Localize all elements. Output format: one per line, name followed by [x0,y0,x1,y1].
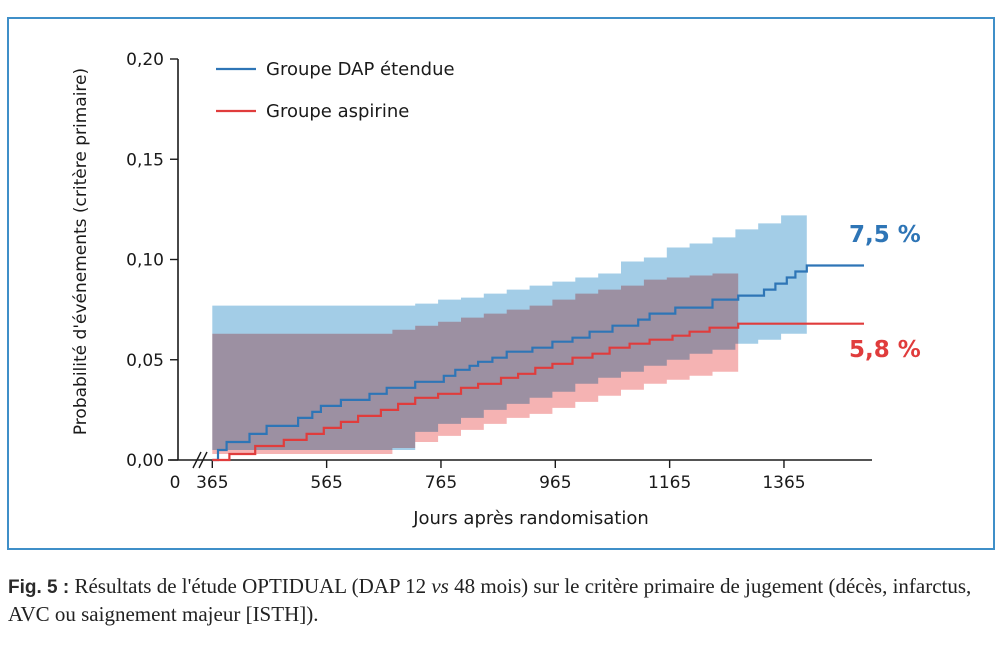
line-dap-etendue [212,264,864,462]
km-chart: 0,00 0,05 0,10 0,15 0,20 0 365 565 765 965 1165 136… [71,50,921,529]
figure-frame: 0,00 0,05 0,10 0,15 0,20 0 365 565 765 965 1165 136… [7,17,995,550]
x-tick-label: 565 [310,473,342,493]
caption-number: 5 : [47,577,70,598]
x-tick-label: 1165 [648,473,691,493]
legend-label: Groupe DAP étendue [266,59,455,80]
legend-label: Groupe aspirine [266,101,409,122]
caption-italic: vs [431,574,449,598]
x-tick-label: 365 [196,473,228,493]
x-axis-title: Jours après randomisation [412,508,649,529]
line-aspirine [212,322,864,462]
band-aspirine [212,273,739,454]
end-label-dap-etendue: 7,5 % [849,222,921,248]
caption-label: Fig. [8,577,42,598]
y-tick-label: 0,20 [126,50,164,70]
figure-caption: Fig. 5 : Résultats de l'étude OPTIDUAL (… [8,573,1003,628]
y-tick-label: 0,10 [126,251,164,271]
y-tick-label: 0,15 [126,150,164,170]
x-tick-label: 1365 [762,473,805,493]
y-tick-label: 0,05 [126,351,164,371]
y-axis-title: Probabilité d'événements (critère primai… [71,68,91,435]
axis-break-mark [192,451,202,469]
y-tick-label: 0,00 [126,451,164,471]
caption-text-1: Résultats de l'étude OPTIDUAL (DAP 12 [69,574,432,598]
x-tick-label: 765 [425,473,457,493]
axis-break-mark [198,451,208,469]
x-tick-label: 965 [539,473,571,493]
end-label-aspirine: 5,8 % [849,337,921,363]
x-origin-label: 0 [170,473,181,493]
caption-text-2: 48 mois) sur le critère primaire de juge… [8,574,972,626]
